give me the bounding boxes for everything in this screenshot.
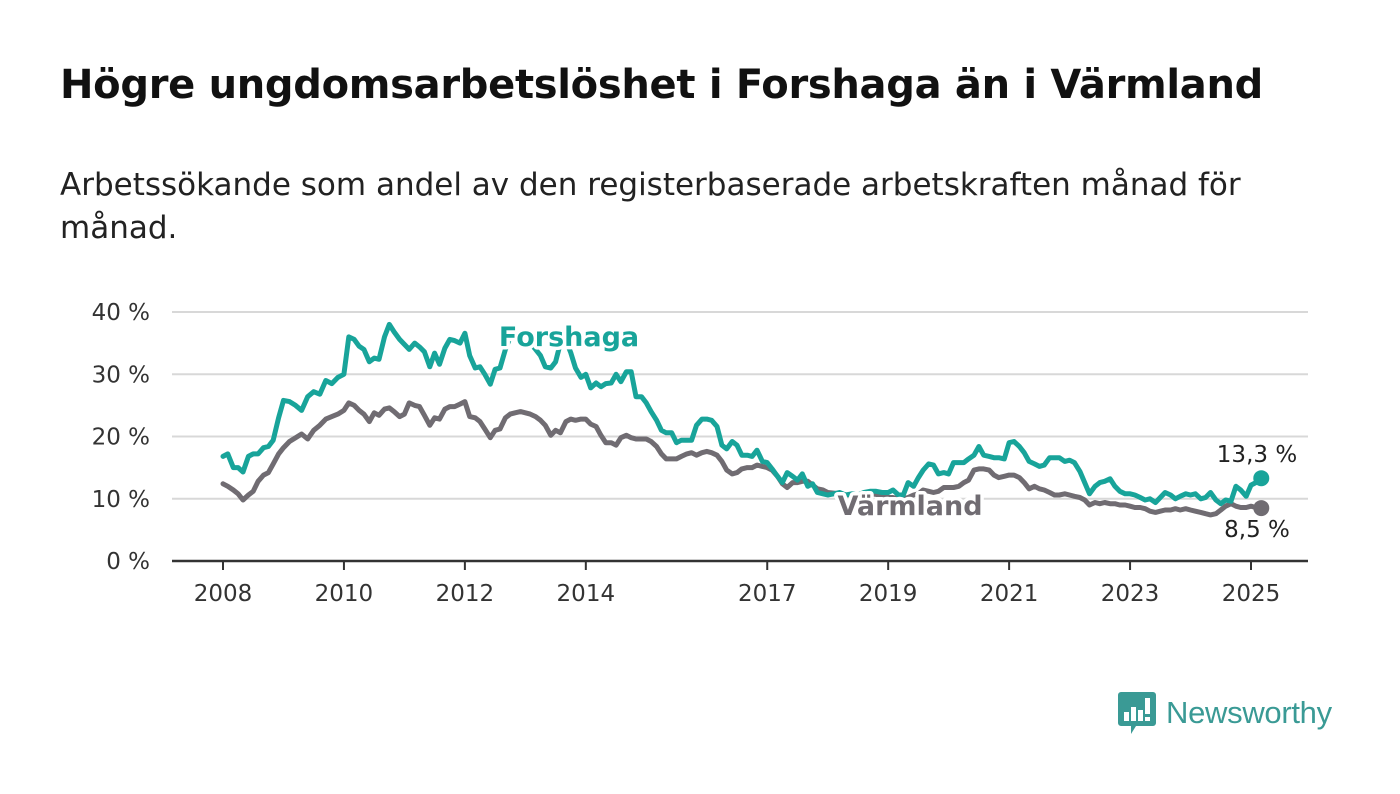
series-line-varmland xyxy=(220,399,1264,518)
end-value-label-varmland: 8,5 % xyxy=(1224,517,1290,543)
series-line-forshaga xyxy=(220,321,1264,507)
brand-logo: Newsworthy xyxy=(1118,690,1332,736)
series-label-forshaga: Forshaga xyxy=(499,322,639,353)
y-tick-label: 0 % xyxy=(106,549,150,575)
x-tick-label: 2014 xyxy=(557,581,616,607)
series-label-varmland: Värmland xyxy=(837,491,982,522)
x-tick-label: 2025 xyxy=(1222,581,1281,607)
brand-name: Newsworthy xyxy=(1166,695,1332,730)
series-labels: Forshaga Värmland 13,3 % 8,5 % xyxy=(495,319,1299,546)
y-tick-label: 20 % xyxy=(92,425,150,451)
x-axis: 2008 2010 2012 2014 2017 2019 2021 2023 2025 xyxy=(172,559,1308,607)
x-tick-label: 2019 xyxy=(859,581,918,607)
y-tick-label: 30 % xyxy=(92,362,150,388)
x-tick-label: 2010 xyxy=(315,581,374,607)
x-tick-label: 2021 xyxy=(980,581,1039,607)
x-tick-label: 2017 xyxy=(738,581,797,607)
end-point-forshaga xyxy=(1253,470,1270,487)
end-value-label-forshaga: 13,3 % xyxy=(1217,442,1297,468)
y-axis: 0 % 10 % 20 % 30 % 40 % xyxy=(92,300,150,575)
x-tick-label: 2012 xyxy=(436,581,495,607)
series-lines xyxy=(220,321,1270,518)
x-tick-label: 2023 xyxy=(1101,581,1160,607)
chart-subtitle: Arbetssökande som andel av den registerb… xyxy=(60,167,1241,246)
end-point-varmland xyxy=(1253,500,1270,517)
newsworthy-logo-icon xyxy=(1118,692,1156,734)
gridlines xyxy=(172,311,1308,500)
chart-title: Högre ungdomsarbetslöshet i Forshaga än … xyxy=(60,62,1264,108)
x-tick-label: 2008 xyxy=(194,581,253,607)
y-tick-label: 10 % xyxy=(92,487,150,513)
y-tick-label: 40 % xyxy=(92,300,150,326)
